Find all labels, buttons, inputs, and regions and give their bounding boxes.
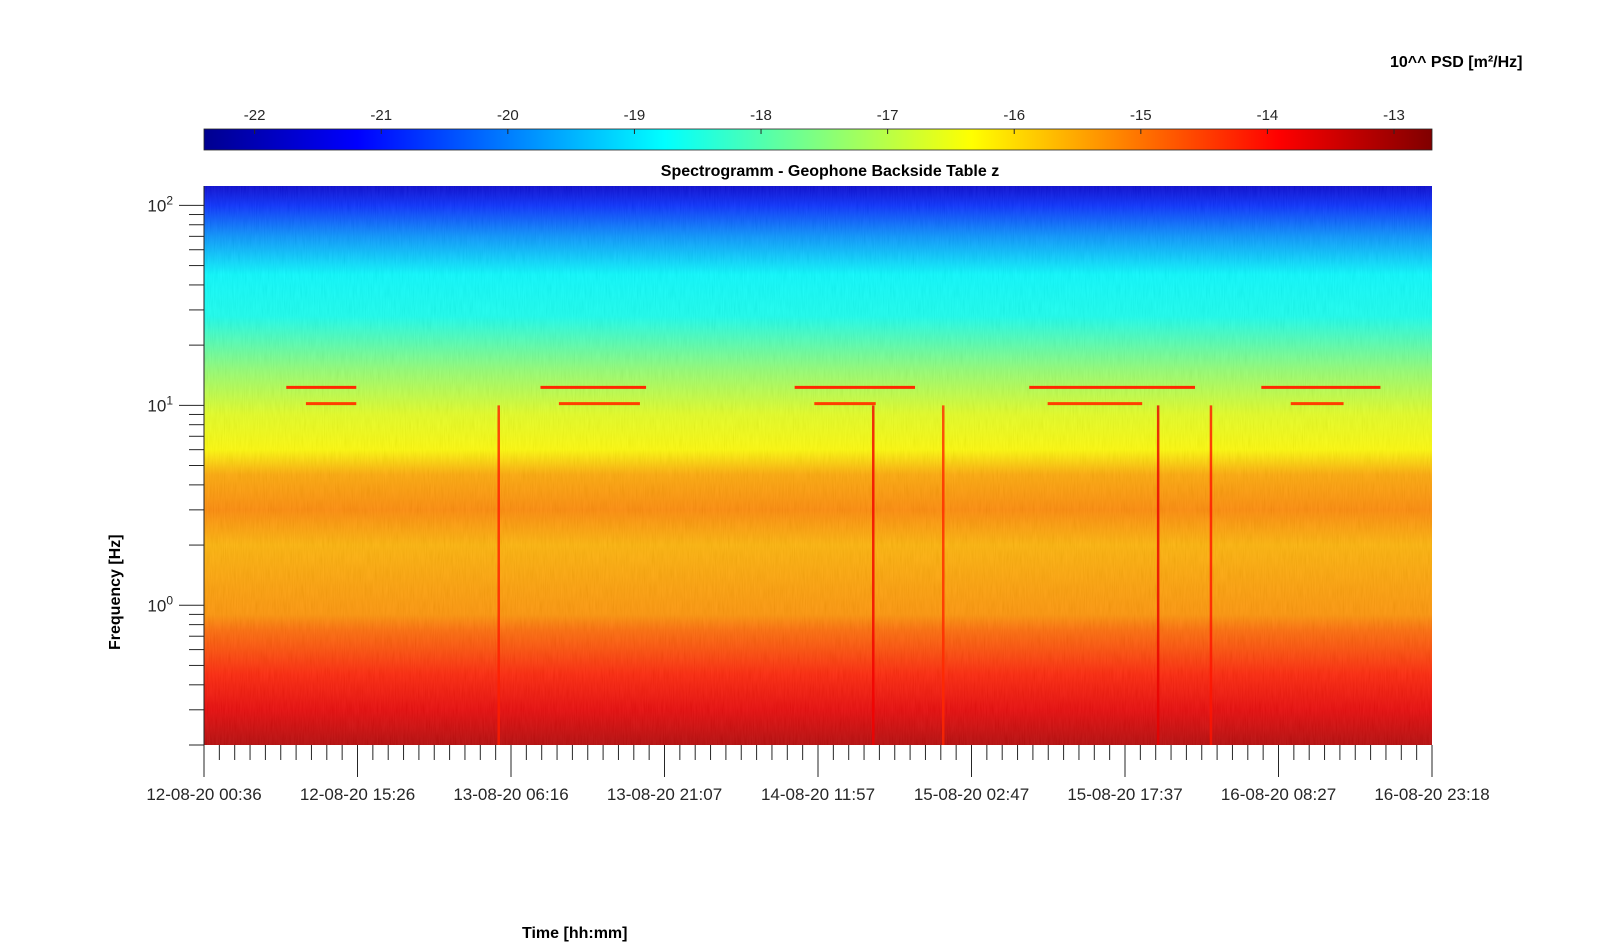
colorbar-gradient xyxy=(203,128,1433,151)
x-tick-label: 12-08-20 00:36 xyxy=(146,785,261,804)
colorbar-tick-label: -15 xyxy=(1130,107,1152,124)
x-tick-label: 14-08-20 11:57 xyxy=(761,785,875,804)
colorbar: -22 -21 -20 -19 -18 -17 -16 -15 -14 -13 xyxy=(203,107,1433,151)
x-tick-label: 16-08-20 08:27 xyxy=(1221,785,1336,804)
y-tick-label: 100 xyxy=(147,593,173,615)
colorbar-tick-label: -14 xyxy=(1257,107,1279,124)
heatmap xyxy=(204,186,1432,745)
x-tick-label: 15-08-20 02:47 xyxy=(914,785,1029,804)
colorbar-label: 10^^ PSD [m²/Hz] xyxy=(1390,54,1523,71)
colorbar-tick-label: -19 xyxy=(624,107,646,124)
colorbar-tick-label: -13 xyxy=(1383,107,1405,124)
x-tick-label: 13-08-20 21:07 xyxy=(607,785,722,804)
y-tick-label: 101 xyxy=(147,393,173,415)
chart-title: Spectrogramm - Geophone Backside Table z xyxy=(0,163,1600,181)
axes: 100 101 102 12-08-20 00:36 12-08-20 15:26 13-… xyxy=(146,186,1490,804)
texture-overlay xyxy=(204,186,1432,745)
x-tick-label: 16-08-20 23:18 xyxy=(1374,785,1489,804)
x-tick-label: 12-08-20 15:26 xyxy=(300,785,415,804)
x-tick-label: 15-08-20 17:37 xyxy=(1067,785,1182,804)
colorbar-tick-label: -16 xyxy=(1003,107,1025,124)
colorbar-tick-label: -22 xyxy=(244,107,266,124)
colorbar-tick-label: -21 xyxy=(370,107,392,124)
colorbar-tick-label: -17 xyxy=(877,107,899,124)
colorbar-tick-label: -18 xyxy=(750,107,772,124)
colorbar-tick-label: -20 xyxy=(497,107,519,124)
x-axis-label: Time [hh:mm] xyxy=(522,925,628,942)
x-tick-label: 13-08-20 06:16 xyxy=(453,785,568,804)
chart-title-text: Spectrogramm - Geophone Backside Table z xyxy=(660,163,1000,180)
y-tick-label: 102 xyxy=(147,193,173,215)
